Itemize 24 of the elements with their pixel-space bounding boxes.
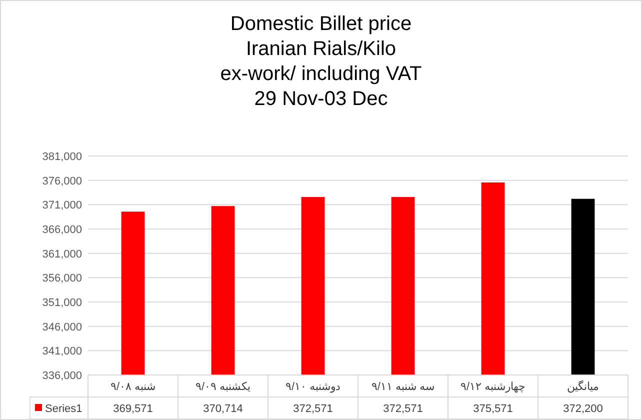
x-tick-label: میانگین [567,380,599,393]
data-label: 372,571 [383,403,423,415]
y-tick-label: 351,000 [42,297,82,309]
x-tick-label: دوشنبه ۹/۱۰ [285,381,341,393]
y-tick-label: 346,000 [42,321,82,334]
x-tick-label: یکشنبه ۹/۰۹ [195,381,251,393]
y-tick-label: 336,000 [42,370,82,382]
y-tick-label: 356,000 [42,272,82,285]
chart-title: Domestic Billet price Iranian Rials/Kilo ex-work/ including VAT 29 Nov-03 Dec [220,13,422,110]
data-label: 369,571 [113,403,153,415]
data-label: 372,571 [293,403,333,415]
y-tick-label: 371,000 [42,200,82,212]
data-label: 375,571 [473,403,513,415]
x-tick-label: شنبه ۹/۰۸ [110,381,156,393]
x-tick-label: سه شنبه ۹/۱۱ [371,381,435,393]
y-tick-label: 366,000 [42,224,82,236]
legend-label: Series1 [45,403,82,415]
y-tick-label: 361,000 [42,248,82,260]
data-label: 370,714 [203,403,243,415]
y-tick-label: 341,000 [42,346,82,358]
y-tick-label: 381,000 [42,151,82,163]
data-label: 372,200 [563,403,603,415]
x-tick-label: چهارشنبه ۹/۱۲ [460,381,526,393]
y-tick-label: 376,000 [42,175,82,188]
